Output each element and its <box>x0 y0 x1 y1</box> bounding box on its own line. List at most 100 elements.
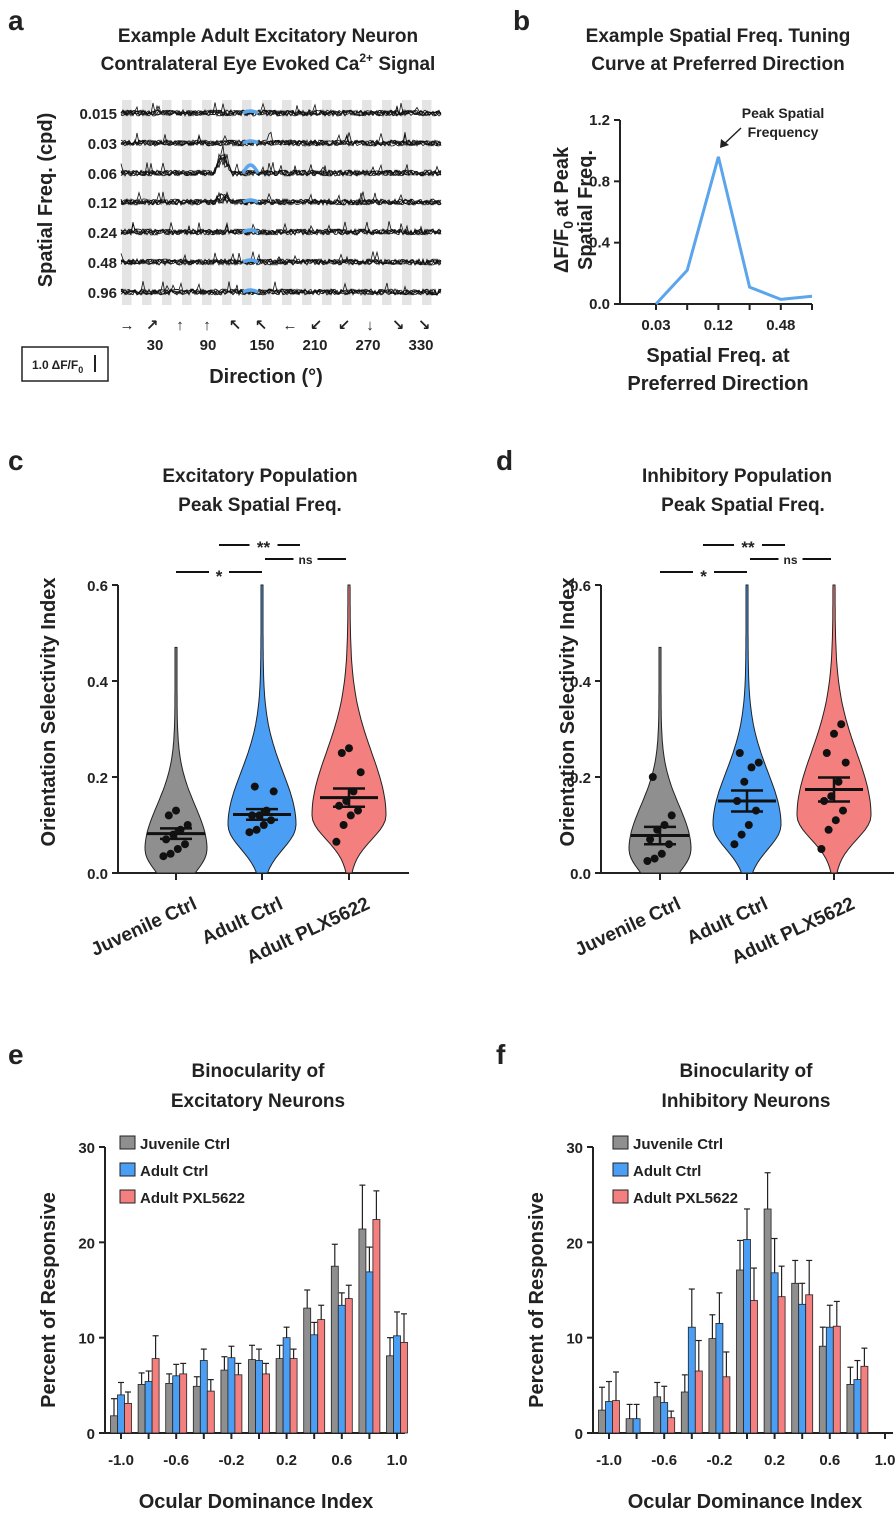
data-point <box>337 749 346 757</box>
bar-adult-pxl5622 <box>612 1400 620 1434</box>
bar-adult-ctrl <box>715 1323 724 1434</box>
bar-adult-pxl5622 <box>750 1300 758 1434</box>
bar-juvenile-ctrl <box>763 1208 772 1434</box>
panel-e: e Binocularity of Excitatory Neurons Per… <box>8 1039 408 1513</box>
bar-adult-pxl5622 <box>234 1374 243 1434</box>
y-tick-0: 0.0 <box>87 866 108 883</box>
row-label-1: 0.03 <box>88 136 117 153</box>
y-tick-1: 0.2 <box>87 770 108 787</box>
y-tick-2: 0.4 <box>570 674 592 691</box>
bar-adult-ctrl <box>660 1402 669 1434</box>
row-label-0: 0.015 <box>79 106 117 123</box>
bar-adult-pxl5622 <box>317 1319 326 1434</box>
y-tick-3: 0.6 <box>570 578 591 595</box>
violin-1 <box>712 584 782 874</box>
bar-adult-ctrl <box>853 1379 862 1434</box>
y-tick-0: 0 <box>575 1426 583 1443</box>
bar-juvenile-ctrl <box>110 1415 118 1434</box>
trace-row-1 <box>120 132 442 147</box>
direction-arrow-9: ↓ <box>366 317 374 334</box>
bar-juvenile-ctrl <box>248 1359 256 1434</box>
bar-juvenile-ctrl <box>275 1358 284 1434</box>
bar-adult-ctrl <box>117 1394 125 1434</box>
panel-c: c Excitatory Population Peak Spatial Fre… <box>8 445 409 969</box>
row-label-2: 0.06 <box>88 166 117 183</box>
x-tick-label-5: 1.0 <box>875 1452 896 1469</box>
data-point <box>269 787 278 796</box>
sig-label-2: ns <box>783 553 797 567</box>
bar-adult-ctrl <box>743 1239 751 1434</box>
data-point <box>837 720 846 729</box>
bar-adult-ctrl <box>282 1337 291 1434</box>
panel-a: a Example Adult Excitatory Neuron Contra… <box>8 5 442 388</box>
panel-b-plot: 0.0 0.4 0.8 1.2 0.03 0.12 0.48 <box>589 112 813 334</box>
data-point <box>345 744 353 753</box>
category-label-0: Juvenile Ctrl <box>88 893 200 960</box>
mean-trace-row-3 <box>242 198 259 204</box>
panel-c-title-line2: Peak Spatial Freq. <box>178 495 342 516</box>
x-tick-label-2: -0.2 <box>706 1452 732 1469</box>
data-point <box>747 763 756 772</box>
data-point <box>172 806 180 815</box>
data-point <box>839 806 847 815</box>
direction-arrow-7: ↙ <box>310 317 323 334</box>
trace-row-5 <box>120 253 442 267</box>
data-point <box>841 758 850 767</box>
panel-e-label: e <box>8 1039 24 1070</box>
violin-2 <box>796 584 872 874</box>
stimulus-stripe <box>122 100 132 305</box>
panel-a-x-tick-1: 90 <box>200 337 217 354</box>
panel-a-row-labels: 0.015 0.03 0.06 0.12 0.24 0.48 0.96 <box>79 106 117 302</box>
sig-label-0: * <box>700 567 707 586</box>
panel-f: f Binocularity of Inhibitory Neurons Per… <box>496 1039 895 1513</box>
data-point <box>164 811 173 820</box>
tuning-curve-line <box>654 156 813 306</box>
panel-e-ylabel: Percent of Responsive <box>38 1192 60 1408</box>
x-tick-label-1: -0.6 <box>651 1452 677 1469</box>
data-point <box>824 825 833 834</box>
stimulus-stripe <box>142 100 152 305</box>
panel-d-label: d <box>496 445 513 476</box>
panel-d: d Inhibitory Population Peak Spatial Fre… <box>496 445 894 969</box>
bar-adult-pxl5622 <box>777 1296 786 1434</box>
data-point <box>646 835 655 844</box>
mean-trace-row-1 <box>242 139 259 145</box>
bar-juvenile-ctrl <box>736 1269 744 1434</box>
panel-b-annotation-line2: Frequency <box>748 124 819 140</box>
direction-arrow-0: → <box>120 317 135 334</box>
mean-trace-row-5 <box>242 258 259 264</box>
bar-adult-ctrl <box>144 1381 153 1434</box>
bar-adult-ctrl <box>632 1418 641 1434</box>
legend-swatch-0 <box>119 1135 136 1150</box>
direction-arrow-8: ↙ <box>338 317 351 334</box>
direction-arrow-5: ↖ <box>255 317 268 334</box>
panel-b: b Example Spatial Freq. Tuning Curve at … <box>513 5 850 395</box>
panel-f-plot: 0 10 20 30 -1.0 -0.6 -0.2 0.2 0.6 1.0 Juvenile Ctr… <box>566 1135 896 1469</box>
bar-juvenile-ctrl <box>358 1228 367 1434</box>
violin-1 <box>227 584 297 874</box>
bar-juvenile-ctrl <box>625 1418 634 1434</box>
bar-adult-ctrl <box>798 1303 807 1434</box>
bar-juvenile-ctrl <box>846 1384 855 1434</box>
bar-adult-pxl5622 <box>151 1358 160 1434</box>
data-point <box>834 777 843 786</box>
bar-adult-ctrl <box>199 1360 208 1434</box>
bar-adult-ctrl <box>172 1375 181 1434</box>
x-tick-label-3: 0.2 <box>276 1452 297 1469</box>
panel-a-x-tick-4: 270 <box>355 337 380 354</box>
sig-label-1: ** <box>257 538 271 557</box>
panel-b-ylabel-line1: ΔF/F0 at Peak <box>551 146 576 273</box>
direction-arrow-6: ← <box>283 317 298 334</box>
bar-adult-pxl5622 <box>289 1358 298 1434</box>
bar-adult-pxl5622 <box>667 1417 676 1434</box>
direction-arrow-11: ↘ <box>418 317 431 334</box>
direction-arrow-10: ↘ <box>392 317 405 334</box>
x-tick-label-0: -1.0 <box>596 1452 622 1469</box>
trace-row-0 <box>120 104 442 117</box>
trace-row-4 <box>120 222 442 237</box>
legend-label-0: Juvenile Ctrl <box>633 1136 723 1153</box>
data-point <box>730 840 739 849</box>
